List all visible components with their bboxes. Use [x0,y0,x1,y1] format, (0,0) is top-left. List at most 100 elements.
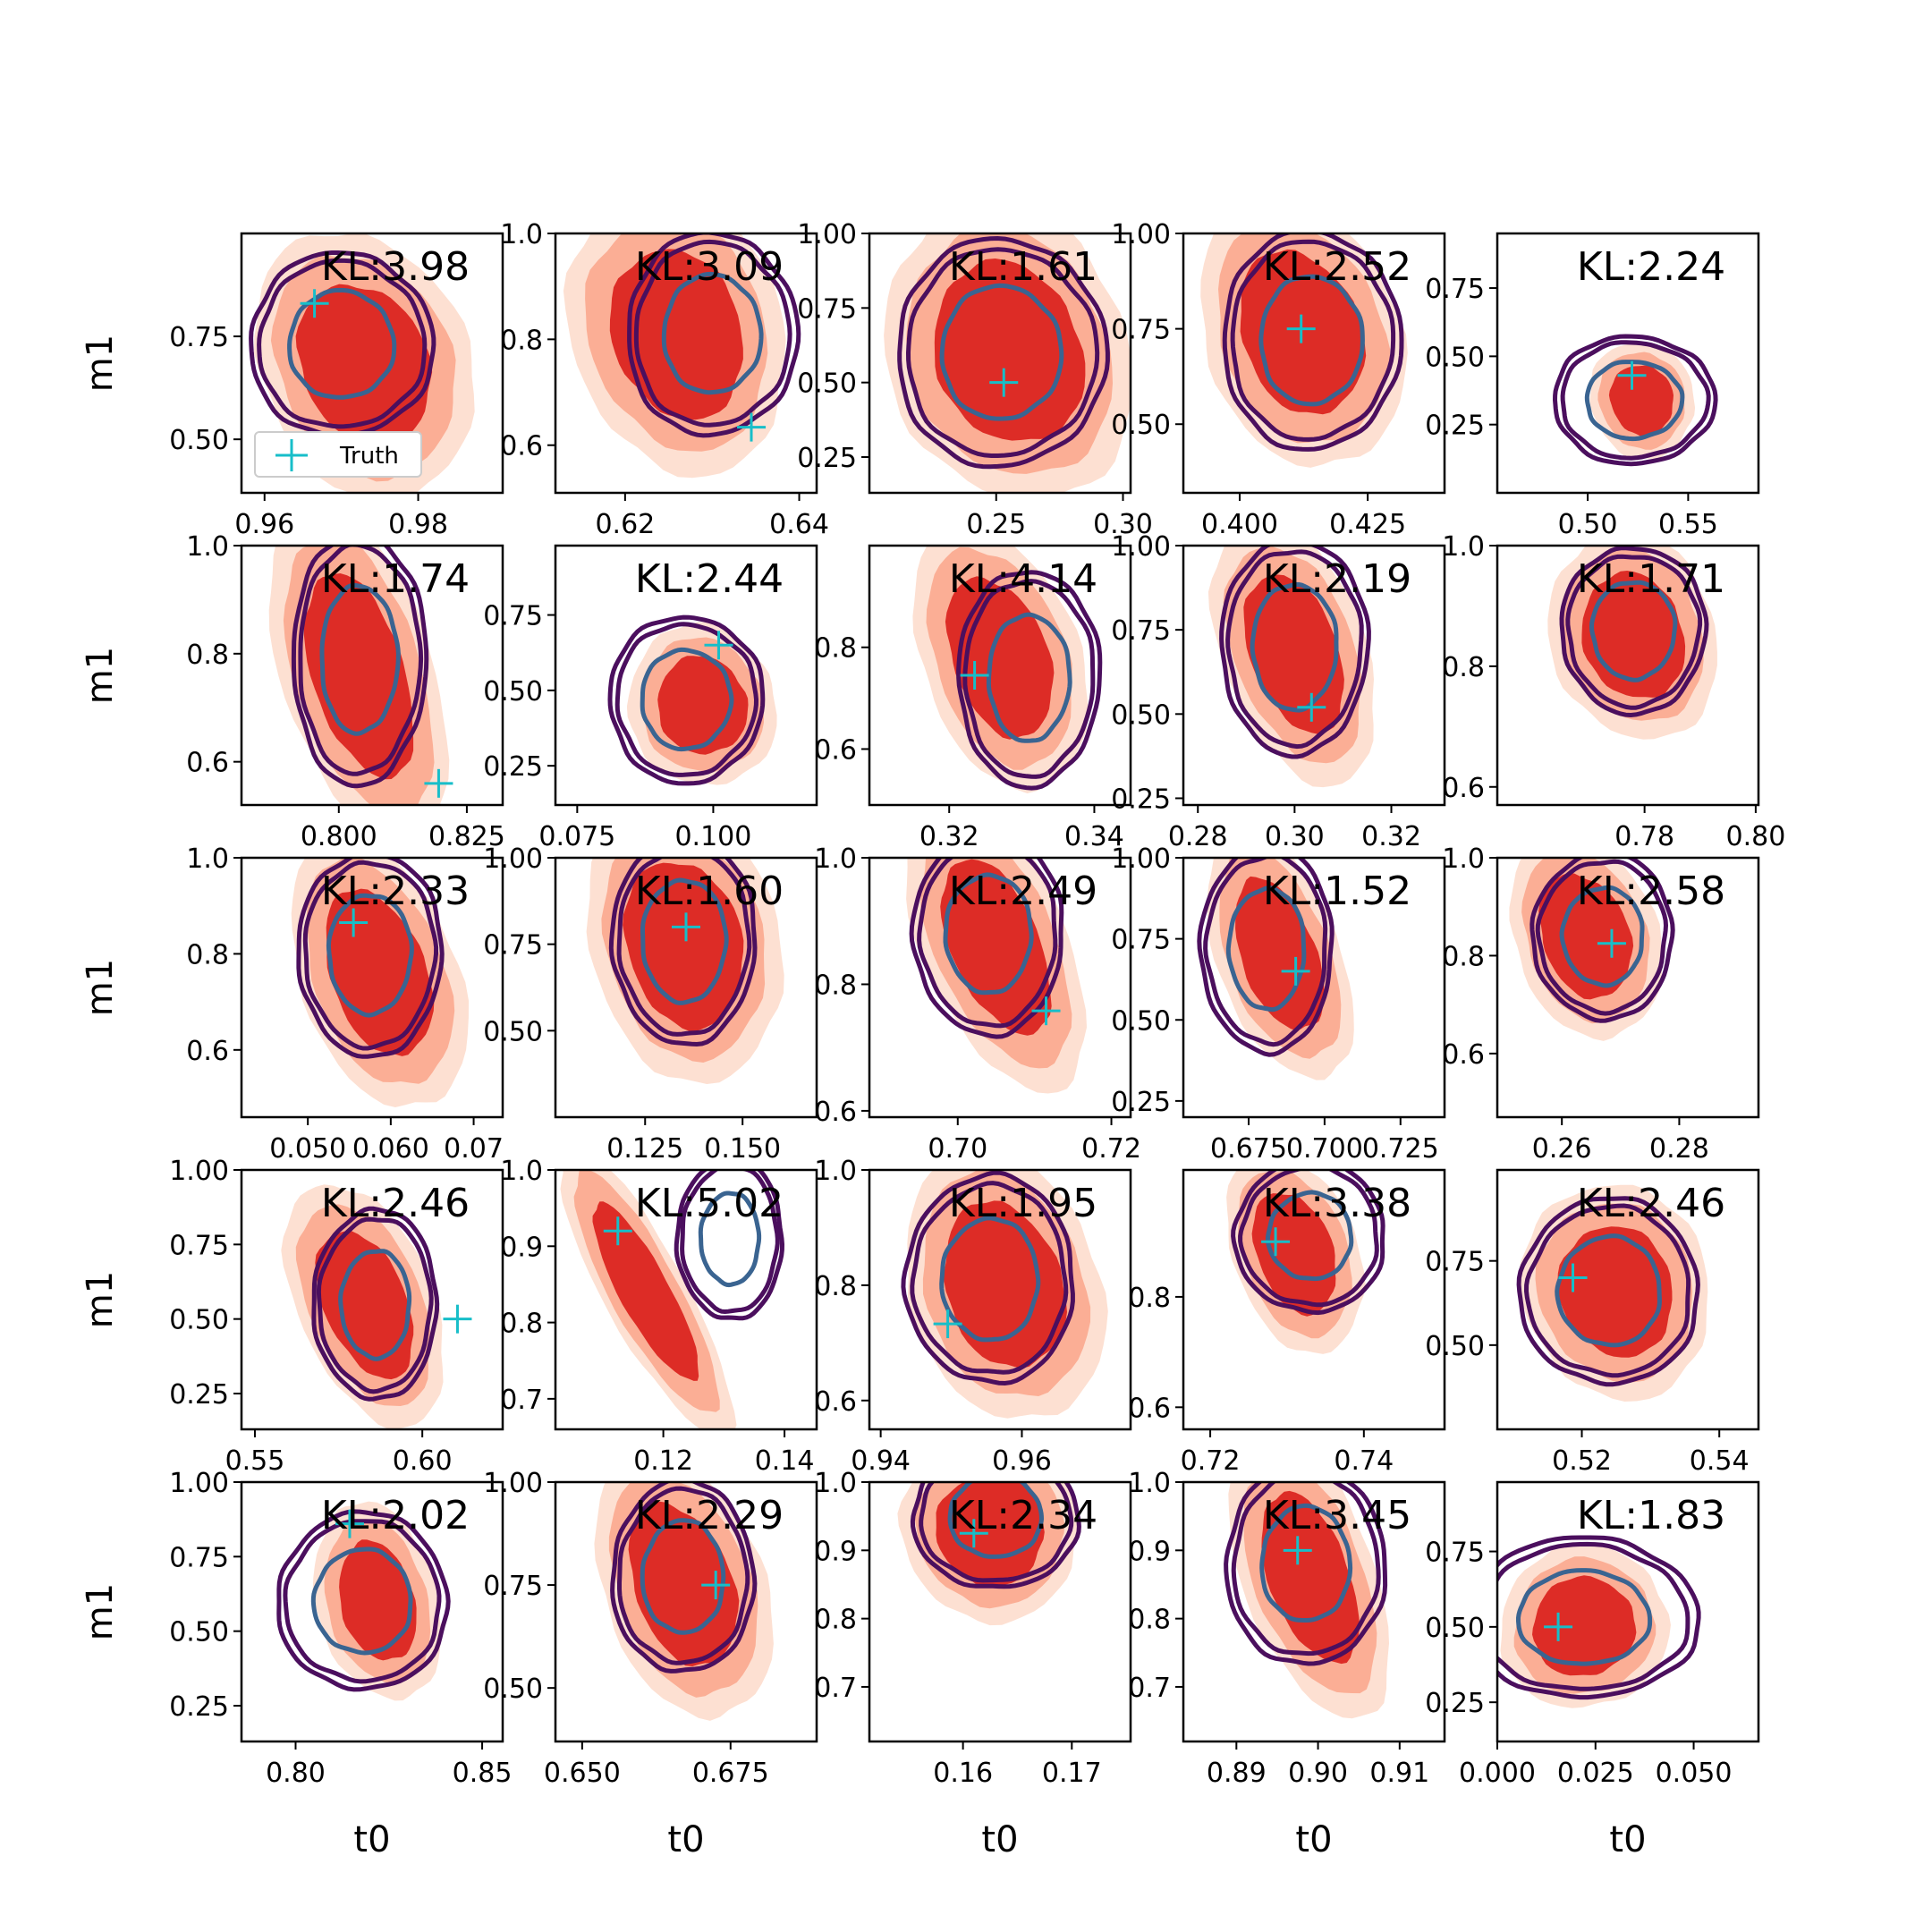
kl-label: KL:1.71 [1577,556,1725,602]
panel-plot-area [249,233,475,493]
y-tick-label: 0.8 [814,633,857,665]
y-tick-label: 0.8 [500,325,543,356]
y-tick-label: 0.6 [814,734,857,766]
x-tick-label: 0.400 [1201,509,1278,540]
panel-1: 0.96 0.98 0.75 0.50 KL:3.98 m1 Truth [80,232,504,540]
posterior-contour-outer [1530,858,1675,1023]
y-tick-label: 0.8 [500,1309,543,1340]
posterior-contour-inner [326,893,414,1018]
panel-21: 0.80 0.85 1.00 0.75 0.50 0.25 KL:2.02 m1 t0 [80,1468,512,1860]
y-tick-label: 0.50 [169,1617,229,1648]
x-tick-label: 0.52 [1552,1445,1612,1477]
truth-marker [1597,928,1626,958]
panel-18: 0.94 0.96 1.0 0.8 0.6 KL:1.95 [814,1156,1132,1477]
panel-2: 0.62 0.64 1.0 0.8 0.6 KL:3.09 [500,219,829,540]
x-tick-label: 0.96 [234,509,294,540]
x-tick-label: 0.55 [225,1445,285,1477]
density-fill-level-3 [303,573,414,780]
y-tick-label: 0.6 [814,1386,857,1418]
panel-frame [1496,856,1760,1119]
y-tick-label: 0.8 [1442,941,1485,972]
x-tick-label: 0.60 [393,1445,453,1477]
panel-frame [554,1168,818,1431]
posterior-contour-outer [610,1482,758,1674]
x-tick-label: 0.050 [269,1133,346,1165]
posterior-contour-inner [1258,274,1365,407]
truth-marker [603,1216,632,1246]
density-fill-level-3 [1261,1490,1360,1665]
panel-frame [1182,232,1446,495]
panel-plot-area [586,858,784,1084]
truth-marker [443,1304,472,1334]
x-tick-label: 0.30 [1265,821,1325,852]
panel-plot-area [906,858,1087,1094]
y-axis-label: m1 [80,335,121,392]
kl-label: KL:2.33 [321,869,470,914]
y-axis-label: m1 [80,959,121,1016]
x-tick-label: 0.050 [1656,1758,1733,1789]
y-tick-label: 1.0 [500,1156,543,1187]
y-tick-label: 0.7 [500,1385,543,1416]
y-tick-label: 0.75 [483,930,543,962]
panel-plot-area [1208,546,1374,788]
panel-3: 0.25 0.30 1.00 0.75 0.50 0.25 KL:1.61 [797,219,1153,540]
panel-15: 0.26 0.28 1.0 0.8 0.6 KL:2.58 [1442,843,1760,1165]
posterior-contour-outer [956,570,1103,791]
y-tick-label: 0.6 [814,1097,857,1128]
kl-label: KL:2.34 [949,1493,1097,1538]
posterior-contour-middle [1230,239,1396,442]
y-tick-label: 0.75 [797,293,857,325]
kl-label: KL:3.09 [635,244,784,290]
posterior-contour-outer [1197,858,1335,1057]
panel-frame [240,1168,504,1431]
density-fill-level-3 [295,284,433,451]
x-tick-label: 0.98 [388,509,448,540]
posterior-contour-inner [1265,1190,1354,1282]
y-tick-label: 1.0 [1128,1468,1171,1499]
posterior-contour-middle [298,546,424,776]
panel-11: 0.050 0.060 0.07 1.0 0.8 0.6 KL:2.33 m1 [80,843,504,1165]
posterior-contour-inner [287,287,397,400]
x-tick-label: 0.90 [1288,1758,1348,1789]
kl-label: KL:2.44 [635,556,784,602]
y-tick-label: 0.75 [169,1542,229,1573]
x-tick-label: 0.91 [1369,1758,1429,1789]
y-tick-label: 0.50 [797,369,857,400]
y-tick-label: 0.25 [483,751,543,783]
panel-19: 0.72 0.74 0.8 0.6 KL:3.38 [1128,1168,1446,1477]
y-axis-label: m1 [80,1271,121,1328]
y-tick-label: 0.75 [1111,315,1171,346]
panel-frame [1496,1168,1760,1431]
panel-plot-area [1516,1184,1708,1402]
y-tick-label: 0.75 [169,1230,229,1261]
x-tick-label: 0.075 [538,821,615,852]
x-tick-label: 0.89 [1207,1758,1267,1789]
y-tick-label: 0.50 [1111,699,1171,731]
y-tick-label: 0.9 [500,1232,543,1263]
y-tick-label: 1.00 [797,219,857,250]
posterior-contour-outer [1552,334,1718,467]
y-tick-label: 0.6 [186,748,229,779]
x-tick-label: 0.25 [966,509,1026,540]
y-tick-label: 1.00 [483,1468,543,1499]
y-tick-label: 1.00 [169,1468,229,1499]
posterior-contour-inner [1259,1503,1353,1623]
y-tick-label: 1.0 [1442,843,1485,875]
density-fill-level-3 [623,862,744,1032]
panel-frame [240,1480,504,1743]
panel-22: 0.650 0.675 1.00 0.75 0.50 KL:2.29 t0 [483,1468,818,1860]
panel-plot-area [1224,1482,1389,1719]
panel-plot-area [594,1482,774,1721]
y-tick-label: 0.50 [483,1674,543,1705]
posterior-contour-middle [283,1519,442,1684]
y-tick-label: 1.0 [500,219,543,250]
y-tick-label: 1.0 [814,1468,857,1499]
x-axis-label: t0 [1295,1819,1332,1860]
kl-label: KL:2.58 [1577,869,1725,914]
x-tick-label: 0.78 [1614,821,1674,852]
panel-6: 0.800 0.825 1.0 0.8 0.6 KL:1.74 m1 [80,531,505,852]
kl-label: KL:1.83 [1577,1493,1725,1538]
y-tick-label: 1.00 [483,843,543,875]
kl-label: KL:1.60 [635,869,784,914]
